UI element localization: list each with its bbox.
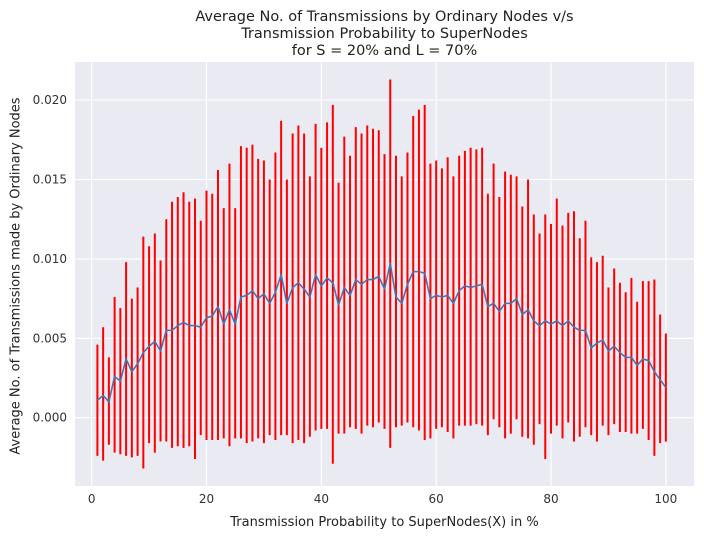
x-tick-label: 20 [199, 492, 214, 506]
x-tick-label: 0 [88, 492, 96, 506]
y-tick-label: 0.010 [33, 252, 67, 266]
x-axis-label: Transmission Probability to SuperNodes(X… [230, 515, 539, 530]
chart-title-line-3: for S = 20% and L = 70% [291, 43, 478, 59]
chart-title-line-1: Average No. of Transmissions by Ordinary… [195, 9, 574, 25]
y-axis-label: Average No. of Transmissions made by Ord… [8, 97, 24, 455]
tick-labels: 0 20 40 60 80 100 0.000 0.005 0.010 0.015 0.020 [33, 93, 678, 506]
mean-line [96, 262, 667, 403]
x-tick-label: 80 [543, 492, 558, 506]
x-tick-label: 100 [654, 492, 677, 506]
x-tick-label: 40 [314, 492, 329, 506]
y-tick-label: 0.005 [33, 331, 67, 345]
mean-line-series [96, 262, 667, 403]
chart-title-line-2: Transmission Probability to SuperNodes [241, 26, 528, 42]
x-tick-label: 60 [429, 492, 444, 506]
y-tick-label: 0.015 [33, 173, 67, 187]
y-tick-label: 0.000 [33, 411, 67, 425]
y-tick-label: 0.020 [33, 93, 67, 107]
